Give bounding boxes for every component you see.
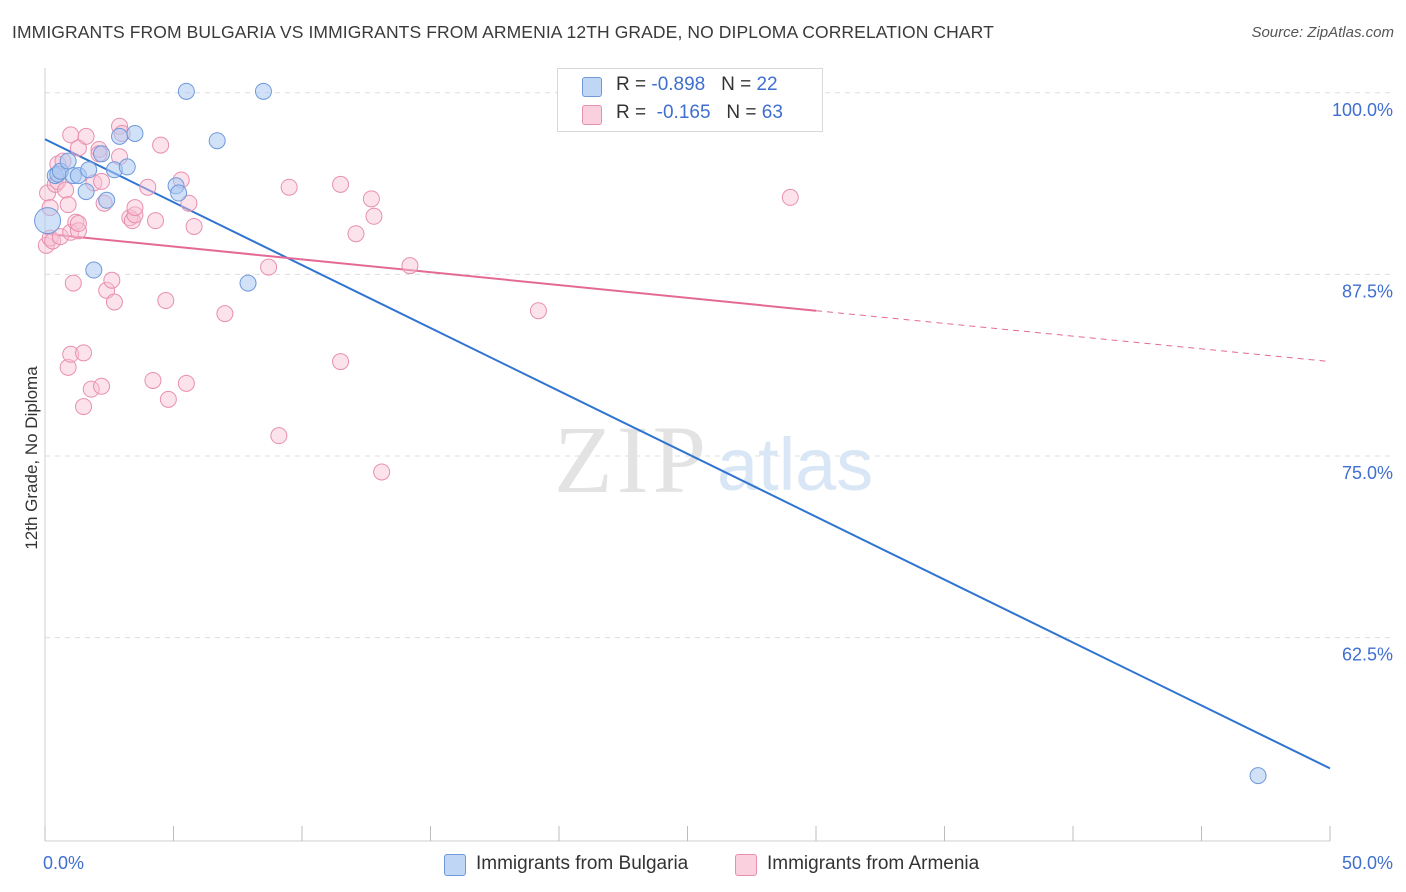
data-point-armenia [75, 398, 93, 416]
bottom-swatch-bulgaria [444, 854, 466, 876]
data-point-bulgaria [254, 82, 272, 100]
data-point-armenia [159, 390, 177, 408]
data-point-armenia [362, 190, 380, 208]
data-point-armenia [177, 374, 195, 392]
data-point-armenia [270, 427, 288, 445]
data-point-armenia [69, 222, 87, 240]
data-point-armenia [59, 196, 77, 214]
data-point-armenia [781, 188, 799, 206]
data-point-bulgaria [118, 158, 136, 176]
data-point-armenia [57, 181, 75, 199]
bottom-swatch-armenia [735, 854, 757, 876]
data-point-armenia [332, 175, 350, 193]
data-point-armenia [51, 228, 69, 246]
source-label: Source: ZipAtlas.com [1251, 24, 1394, 41]
watermark: ZIP atlas [554, 406, 873, 513]
data-point-armenia [103, 271, 121, 289]
data-point-bulgaria [80, 161, 98, 179]
data-point-armenia [126, 199, 144, 217]
tick-labels: 100.0% 87.5% 75.0% 62.5% 0.0% 50.0% [43, 100, 1393, 873]
chart-title: IMMIGRANTS FROM BULGARIA VS IMMIGRANTS F… [12, 22, 994, 42]
trend-line-bulgaria [44, 138, 1331, 770]
x-tick-label: 0.0% [43, 853, 84, 873]
data-point-bulgaria [111, 127, 129, 145]
data-point-armenia [69, 215, 87, 233]
correlation-legend: R = -0.898 N = 22 R = -0.165 N = 63 [557, 68, 823, 132]
data-point-bulgaria [59, 152, 77, 170]
bottom-label-armenia: Immigrants from Armenia [767, 853, 980, 874]
data-point-armenia [62, 345, 80, 363]
grid-lines [45, 92, 1395, 639]
y-tick-label: 87.5% [1342, 281, 1393, 301]
data-point-armenia [185, 217, 203, 235]
x-tick-label: 50.0% [1342, 853, 1393, 873]
data-point-armenia [75, 344, 93, 362]
data-point-bulgaria [77, 183, 95, 201]
legend-text-armenia: R = -0.165 N = 63 [616, 102, 783, 124]
data-point-armenia [216, 305, 234, 323]
data-point-bulgaria [239, 274, 257, 292]
watermark-atlas: atlas [717, 423, 873, 506]
data-point-armenia [365, 207, 383, 225]
n-label: N = [726, 102, 762, 123]
data-point-armenia [180, 194, 198, 212]
data-point-bulgaria [208, 132, 226, 150]
data-point-armenia [332, 353, 350, 371]
y-tick-label: 62.5% [1342, 645, 1393, 665]
data-point-armenia [82, 380, 100, 398]
data-point-armenia [64, 274, 82, 292]
data-point-bulgaria [126, 124, 144, 142]
data-point-armenia [121, 209, 139, 227]
data-point-armenia [152, 136, 170, 154]
trend-lines [44, 138, 1331, 770]
data-point-armenia [59, 358, 77, 376]
r-label: R = [616, 102, 652, 123]
data-point-bulgaria [34, 207, 62, 235]
watermark-zip: ZIP [554, 406, 710, 513]
y-axis-label: 12th Grade, No Diploma [22, 366, 41, 550]
r-label: R = [616, 74, 652, 95]
data-point-armenia [280, 178, 298, 196]
data-point-bulgaria [85, 261, 103, 279]
trend-line-armenia-extension [815, 310, 1331, 363]
data-point-armenia [126, 206, 144, 224]
n-label: N = [721, 74, 757, 95]
data-point-armenia [139, 178, 157, 196]
data-points [34, 82, 1267, 785]
data-point-bulgaria [170, 184, 188, 202]
data-point-armenia [347, 225, 365, 243]
r-value-armenia: -0.165 [656, 102, 711, 123]
data-point-armenia [93, 377, 111, 395]
data-point-armenia [260, 258, 278, 276]
data-point-armenia [93, 172, 111, 190]
data-point-armenia [373, 463, 391, 481]
data-point-armenia [401, 257, 419, 275]
data-point-armenia [529, 302, 547, 320]
data-point-bulgaria [93, 145, 111, 163]
data-point-bulgaria [177, 82, 195, 100]
trend-line-armenia [44, 232, 817, 312]
data-point-armenia [105, 293, 123, 311]
n-value-bulgaria: 22 [756, 74, 778, 95]
data-point-bulgaria [1249, 767, 1267, 785]
bottom-label-bulgaria: Immigrants from Bulgaria [476, 853, 689, 874]
legend-swatch-armenia [582, 105, 602, 125]
data-point-armenia [77, 127, 95, 145]
axes [44, 68, 1331, 842]
r-value-bulgaria: -0.898 [651, 74, 706, 95]
legend-swatch-bulgaria [582, 77, 602, 97]
data-point-bulgaria [98, 191, 116, 209]
data-point-armenia [147, 212, 165, 230]
n-value-armenia: 63 [761, 102, 783, 123]
data-point-armenia [157, 292, 175, 310]
data-point-armenia [144, 371, 162, 389]
legend-text-bulgaria: R = -0.898 N = 22 [616, 74, 778, 96]
y-tick-label: 75.0% [1342, 463, 1393, 483]
y-tick-label: 100.0% [1332, 100, 1393, 120]
